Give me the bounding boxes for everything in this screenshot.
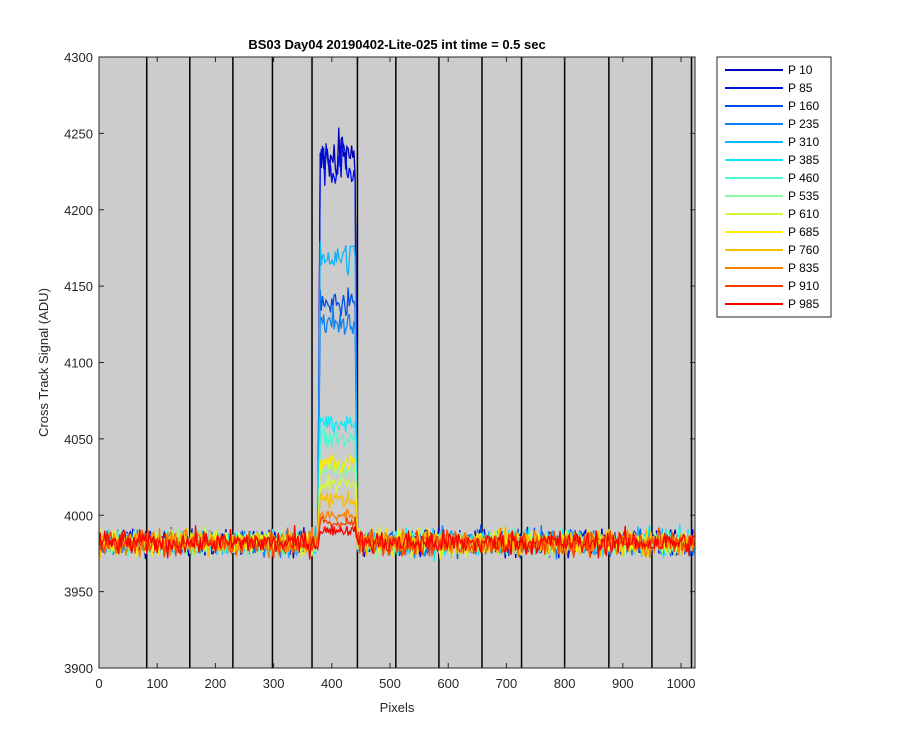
x-axis-label: Pixels: [380, 700, 415, 715]
x-tick-label: 0: [95, 676, 102, 691]
chart-title: BS03 Day04 20190402-Lite-025 int time = …: [248, 37, 545, 52]
legend-label: P 460: [788, 171, 819, 185]
legend-label: P 235: [788, 117, 819, 131]
y-tick-label: 3950: [64, 585, 93, 600]
y-tick-label: 4300: [64, 50, 93, 65]
x-tick-label: 100: [146, 676, 168, 691]
legend-label: P 985: [788, 297, 819, 311]
y-axis-label: Cross Track Signal (ADU): [36, 288, 51, 437]
series-line: [98, 524, 696, 560]
x-axis-ticks: 0 100 200 300 400 500 600 700 800 900 1000: [95, 57, 695, 691]
legend-label: P 160: [788, 99, 819, 113]
legend-box: [716, 56, 832, 318]
legend-label: P 685: [788, 225, 819, 239]
y-tick-label: 4250: [64, 126, 93, 141]
series-lines: [98, 127, 696, 562]
legend-label: P 910: [788, 279, 819, 293]
x-tick-label: 400: [321, 676, 343, 691]
legend-label: P 535: [788, 189, 819, 203]
x-tick-label: 500: [379, 676, 401, 691]
legend-label: P 610: [788, 207, 819, 221]
x-tick-label: 1000: [667, 676, 696, 691]
legend-label: P 385: [788, 153, 819, 167]
y-tick-label: 4150: [64, 279, 93, 294]
x-tick-label: 600: [437, 676, 459, 691]
y-tick-label: 4050: [64, 432, 93, 447]
y-axis-ticks: 3900 3950 4000 4050 4100 4150 4200 4250 4300: [64, 50, 695, 676]
legend: P 10 P 85 P 160 P 235 P 310 P 385 P 460 P 535 P …: [716, 56, 832, 318]
plot-area: [99, 57, 695, 668]
legend-label: P 10: [788, 63, 813, 77]
x-tick-label: 800: [554, 676, 576, 691]
y-tick-label: 4200: [64, 203, 93, 218]
x-tick-label: 900: [612, 676, 634, 691]
legend-label: P 85: [788, 81, 813, 95]
y-tick-label: 4100: [64, 356, 93, 371]
x-tick-label: 300: [263, 676, 285, 691]
y-tick-label: 4000: [64, 508, 93, 523]
y-tick-label: 3900: [64, 661, 93, 676]
legend-label: P 760: [788, 243, 819, 257]
x-tick-label: 700: [496, 676, 518, 691]
x-tick-label: 200: [205, 676, 227, 691]
legend-label: P 835: [788, 261, 819, 275]
legend-label: P 310: [788, 135, 819, 149]
